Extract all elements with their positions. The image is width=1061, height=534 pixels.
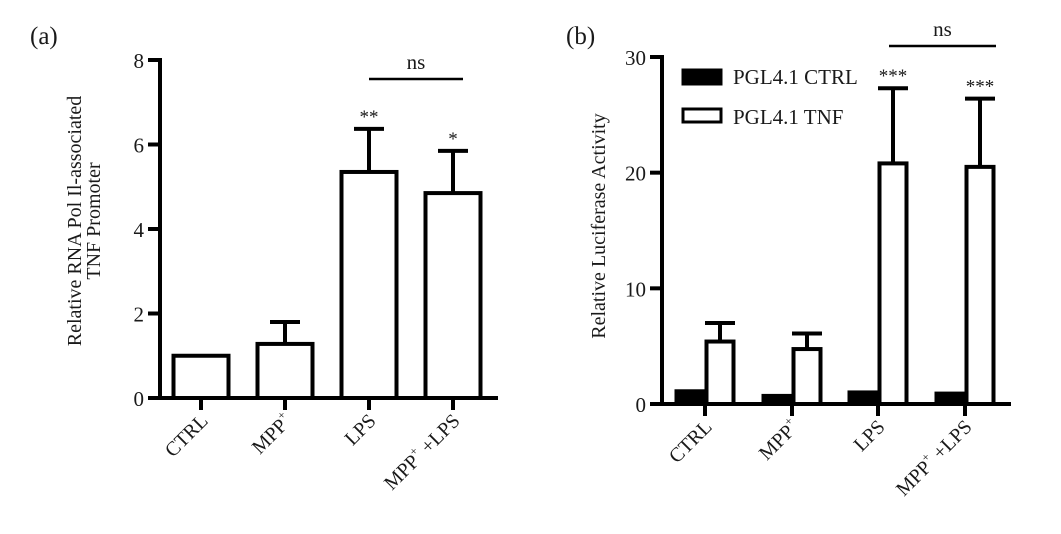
panel-b-category-label-mppplus: MPP+ bbox=[753, 414, 804, 465]
panel-b-significance-lps: *** bbox=[879, 66, 908, 87]
panel-a-y-axis-title-line-2: TNF Promoter bbox=[83, 162, 105, 280]
panel-a-significance-mppplus-pluslps: * bbox=[448, 129, 458, 150]
panel-b-bar-pgl4-1-tnf-ctrl bbox=[704, 339, 736, 407]
panel-a-ns-label: ns bbox=[407, 50, 426, 74]
panel-b-category-label-mppplus-pluslps: MPP+ +LPS bbox=[890, 414, 977, 501]
panel-a-category-label-lps: LPS bbox=[341, 410, 381, 450]
panel-b-ns-bracket: ns bbox=[889, 17, 996, 48]
panel-b-legend: PGL4.1 CTRL PGL4.1 TNF bbox=[681, 65, 858, 129]
panel-b: (b) Relative Luciferase Activity 0 10 20 30… bbox=[566, 17, 1011, 501]
panel-b-y-ticks: 0 10 20 30 bbox=[625, 46, 662, 417]
panel-a-y-ticks: 0 2 4 6 8 bbox=[134, 49, 160, 411]
panel-a-significance-marks: *** bbox=[360, 107, 458, 150]
panel-a-bar-mppplus-pluslps bbox=[423, 191, 483, 400]
panel-b-significance-mppplus-pluslps: *** bbox=[966, 77, 995, 98]
panel-a-category-label-mppplus: MPP+ bbox=[246, 408, 297, 459]
legend-label-pgl41-tnf: PGL4.1 TNF bbox=[733, 105, 843, 129]
panel-b-label: (b) bbox=[566, 23, 595, 50]
panel-a: (a) Relative RNA Pol Il-associated TNF P… bbox=[30, 23, 498, 495]
panel-a-category-label-ctrl: CTRL bbox=[161, 410, 213, 462]
panel-a-y-axis-title-line-1: Relative RNA Pol Il-associated bbox=[64, 96, 86, 347]
panel-a-bar-ctrl bbox=[171, 353, 231, 400]
panel-b-y-tick-label: 20 bbox=[625, 162, 646, 186]
panel-b-error-bars bbox=[705, 86, 995, 350]
panel-a-y-tick-label: 8 bbox=[134, 49, 145, 73]
panel-b-ns-label: ns bbox=[933, 17, 952, 41]
panel-a-significance-lps: ** bbox=[360, 107, 379, 128]
panel-b-bar-pgl4-1-tnf-mppplus bbox=[791, 347, 823, 406]
panel-a-bars bbox=[171, 169, 483, 401]
panel-b-y-tick-label: 30 bbox=[625, 46, 646, 70]
panel-a-y-tick-label: 0 bbox=[134, 387, 145, 411]
panel-a-y-tick-label: 2 bbox=[134, 303, 145, 327]
panel-b-bars bbox=[674, 161, 996, 407]
legend-swatch-pgl41-tnf bbox=[681, 107, 723, 124]
panel-a-label: (a) bbox=[30, 23, 58, 50]
panel-a-category-label-mppplus-pluslps: MPP+ +LPS bbox=[378, 408, 465, 495]
panel-a-y-tick-label: 6 bbox=[134, 134, 145, 158]
legend-item-pgl41-tnf: PGL4.1 TNF bbox=[681, 105, 843, 129]
panel-b-y-tick-label: 10 bbox=[625, 277, 646, 301]
panel-a-bar-lps bbox=[339, 169, 399, 400]
panel-b-significance-marks: *** *** bbox=[879, 66, 995, 97]
legend-swatch-pgl41-ctrl bbox=[681, 68, 723, 86]
panel-a-error-bars bbox=[270, 126, 468, 344]
panel-a-y-axis-title: Relative RNA Pol Il-associated TNF Promo… bbox=[64, 96, 105, 347]
panel-b-y-axis-title: Relative Luciferase Activity bbox=[588, 113, 610, 338]
panel-b-x-ticks bbox=[703, 404, 967, 416]
legend-label-pgl41-ctrl: PGL4.1 CTRL bbox=[733, 65, 858, 89]
panel-a-x-ticks bbox=[199, 398, 455, 410]
panel-a-y-tick-label: 4 bbox=[134, 218, 145, 242]
legend-item-pgl41-ctrl: PGL4.1 CTRL bbox=[681, 65, 858, 89]
panel-b-y-tick-label: 0 bbox=[636, 393, 647, 417]
panel-b-category-label-ctrl: CTRL bbox=[665, 416, 717, 468]
panel-a-bar-mppplus bbox=[255, 341, 315, 401]
panel-a-ns-bracket: ns bbox=[369, 50, 463, 81]
panel-b-bar-pgl4-1-tnf-mppplus-pluslps bbox=[964, 164, 996, 406]
panel-b-category-label-lps: LPS bbox=[850, 416, 890, 456]
panel-b-bar-pgl4-1-tnf-lps bbox=[877, 161, 909, 406]
